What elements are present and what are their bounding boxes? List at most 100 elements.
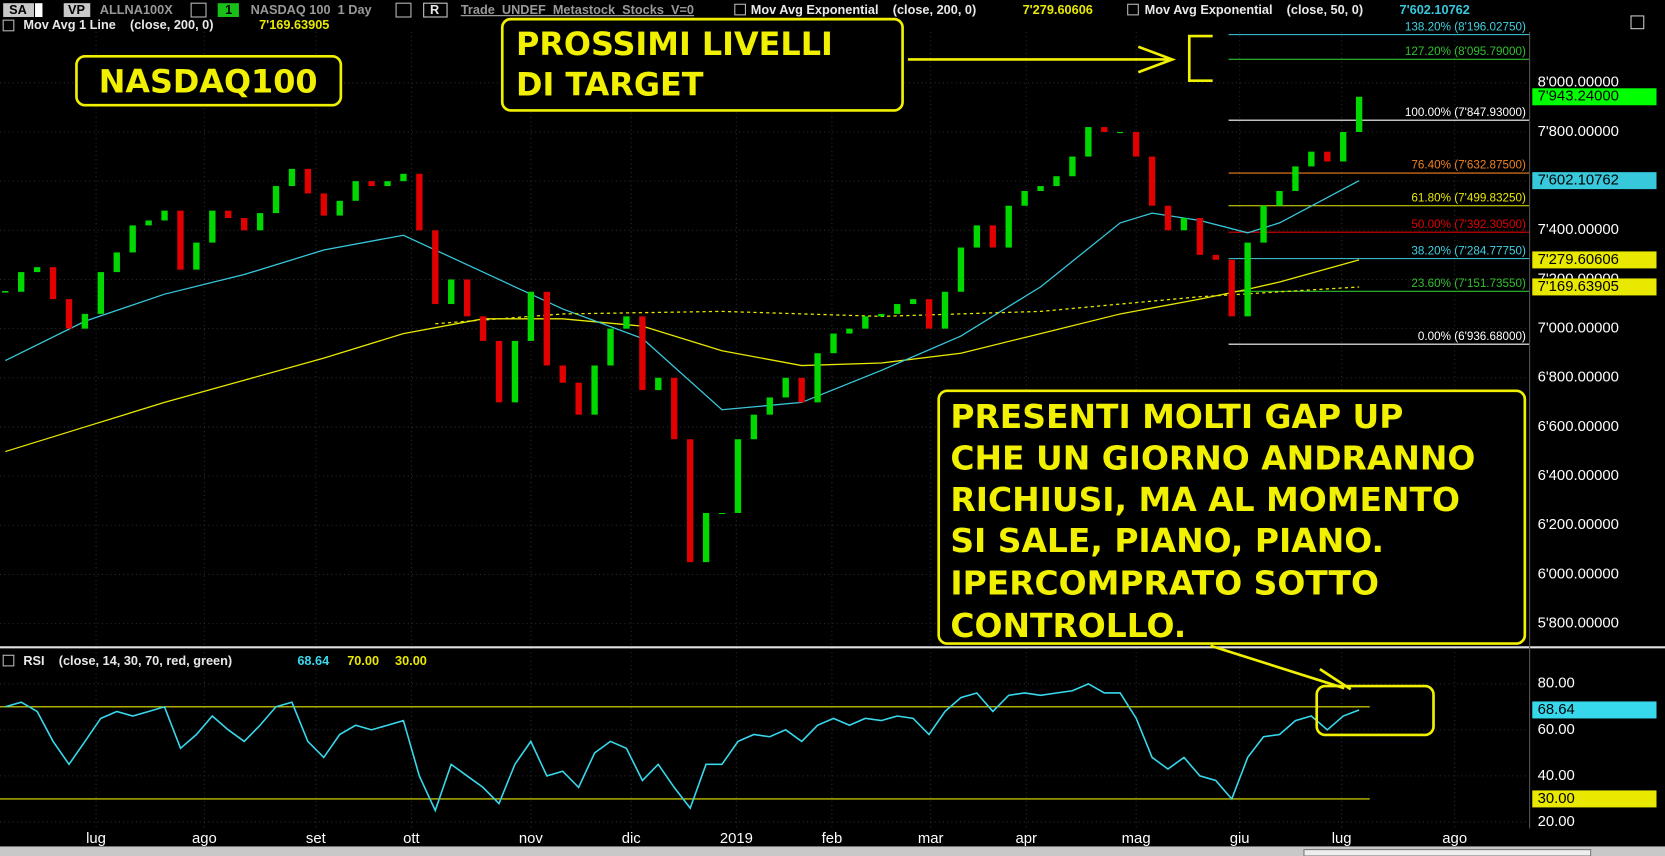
fib-label: 61.80% (7'499.83250): [1411, 191, 1526, 204]
y-tick-label: 6'200.00000: [1538, 517, 1619, 533]
button-label[interactable]: 1: [225, 2, 232, 17]
scroll-thumb[interactable]: [1303, 849, 1592, 856]
x-tick-label: dic: [622, 831, 642, 847]
candle: [1340, 131, 1347, 162]
candle: [1180, 218, 1188, 231]
value-tag: [1532, 251, 1657, 269]
moving-average: [5, 180, 1360, 411]
candle: [1260, 205, 1267, 243]
annotation-text: DI TARGET: [516, 66, 704, 104]
dropdown[interactable]: [395, 2, 412, 18]
value-tag-label: 7'279.60606: [1538, 252, 1619, 268]
candle: [782, 377, 789, 398]
checkbox[interactable]: [2, 654, 15, 667]
candle: [1244, 242, 1251, 317]
candle: [1021, 190, 1028, 206]
annotation-text: CONTROLLO.: [950, 606, 1186, 645]
fib-label: 0.00% (6'936.68000): [1418, 330, 1526, 343]
y-tick-label: 8'000.00000: [1538, 75, 1619, 91]
value-tag-label: 30.00: [1538, 791, 1575, 807]
candle: [527, 291, 535, 341]
x-tick-label: feb: [822, 831, 843, 847]
candle: [830, 333, 837, 354]
annotation-box: [1315, 684, 1435, 737]
dropdown[interactable]: [35, 3, 43, 17]
y-tick-label: 7'000.00000: [1538, 321, 1619, 337]
y-tick-label: 6'800.00000: [1538, 370, 1619, 386]
dropdown[interactable]: [190, 2, 207, 18]
candle: [1212, 254, 1219, 260]
candle: [1308, 151, 1315, 167]
candle: [256, 213, 264, 231]
candle: [65, 299, 73, 329]
legend-entry: Mov Avg 1 Line (close, 200, 0): [23, 17, 213, 32]
y-tick-label: 7'800.00000: [1538, 124, 1619, 140]
candle: [209, 210, 216, 243]
candle: [734, 439, 742, 513]
candle: [702, 512, 710, 563]
candle: [113, 252, 120, 273]
legend-value: 30.00: [395, 653, 427, 668]
candle: [989, 225, 996, 248]
legend-value: 7'279.60606: [1023, 2, 1093, 17]
candle: [33, 267, 41, 273]
plot-area: lug ago set ott nov dic 2019 feb mar apr mag giu lug…: [0, 20, 1657, 847]
checkbox[interactable]: [2, 19, 15, 32]
x-tick-label: 2019: [720, 831, 753, 847]
y-tick-label: 6'000.00000: [1538, 566, 1619, 582]
legend-value: 70.00: [347, 653, 379, 668]
scrollbar[interactable]: [0, 846, 1665, 856]
button[interactable]: [3, 3, 34, 17]
button[interactable]: [63, 3, 91, 17]
legend-value: 7'169.63905: [259, 17, 329, 32]
button-label[interactable]: R: [430, 2, 439, 17]
candle: [400, 173, 407, 182]
y-tick-label: 7'400.00000: [1538, 222, 1619, 238]
candle: [495, 340, 503, 403]
annotation-text: PROSSIMI LIVELLI: [516, 25, 833, 63]
annotations: NASDAQ100 PROSSIMI LIVELLI DI TARGET PRE…: [75, 17, 1527, 737]
value-tag-label: 7'602.10762: [1538, 173, 1619, 189]
annotation-box: [937, 389, 1527, 645]
panel-button[interactable]: [1630, 15, 1645, 30]
fib-label: 23.60% (7'151.73550): [1411, 277, 1526, 290]
info: Trade UNDEF Metastock Stocks V=0: [461, 2, 694, 17]
candle: [623, 316, 630, 329]
candle: [145, 220, 152, 226]
candle: [894, 304, 901, 314]
button[interactable]: [217, 3, 239, 17]
candle: [352, 181, 359, 201]
value-tag-label: 68.64: [1538, 702, 1575, 718]
candle: [686, 439, 694, 563]
button-label[interactable]: VP: [68, 2, 85, 17]
legend-entry: Mov Avg Exponential (close, 200, 0): [751, 2, 976, 17]
moving-average: [435, 286, 1360, 325]
value-tag: [1532, 701, 1657, 719]
candle: [479, 316, 487, 341]
button-label[interactable]: SA: [9, 2, 27, 17]
annotation-box: [75, 54, 343, 107]
candle: [878, 313, 885, 317]
checkbox[interactable]: [734, 3, 746, 16]
x-tick-label: nov: [519, 831, 544, 847]
y-tick-label: 80.00: [1538, 676, 1575, 692]
fib-label: 50.00% (7'392.30500): [1411, 218, 1526, 231]
checkbox[interactable]: [1127, 3, 1139, 16]
candle: [1292, 166, 1299, 191]
candle: [448, 279, 455, 305]
button[interactable]: [423, 2, 448, 18]
candle: [655, 377, 662, 391]
symbol: ALLNA100X: [100, 2, 173, 17]
candle: [957, 247, 965, 292]
x-tick-label: lug: [86, 831, 106, 847]
candle: [304, 168, 312, 194]
x-tick-label: ago: [1442, 831, 1467, 847]
candle: [862, 316, 869, 329]
annotation-text: PRESENTI MOLTI GAP UP: [950, 397, 1403, 436]
rsi-line: [5, 682, 1360, 813]
candle: [973, 225, 981, 248]
fib-label: 38.20% (7'284.77750): [1411, 244, 1526, 257]
y-tick-label: 60.00: [1538, 722, 1575, 738]
value-tag-label: 7'169.63905: [1538, 279, 1619, 295]
